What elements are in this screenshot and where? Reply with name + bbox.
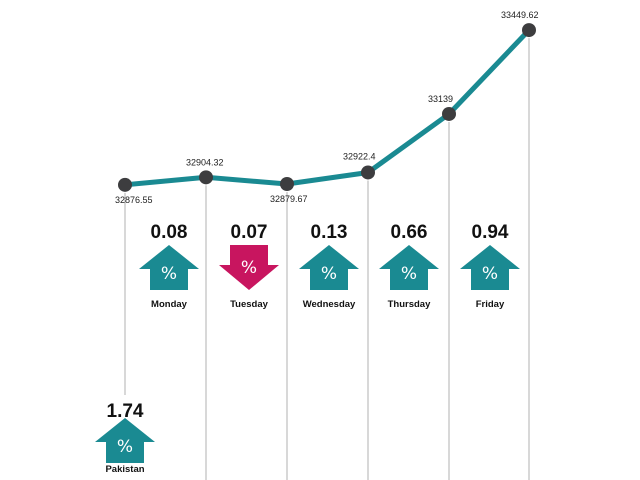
data-point-marker bbox=[199, 170, 213, 185]
change-arrow-group: % 0.08 Monday bbox=[139, 222, 199, 310]
percent-symbol: % bbox=[482, 264, 498, 284]
point-value-label: 33139 bbox=[428, 94, 453, 104]
point-value-label: 32922.4 bbox=[343, 151, 376, 161]
data-point-marker bbox=[522, 23, 536, 38]
change-arrow-group: % 0.94 Friday bbox=[460, 222, 520, 310]
change-value-label: 0.94 bbox=[472, 222, 509, 243]
change-arrow-group: % 0.66 Thursday bbox=[379, 222, 439, 310]
point-labels: 32876.55 32904.32 32879.67 32922.4 33139 3344… bbox=[115, 10, 539, 205]
up-arrow-icon bbox=[139, 245, 199, 290]
percent-symbol: % bbox=[117, 437, 133, 457]
change-value-label: 0.13 bbox=[311, 222, 348, 243]
down-arrow-icon bbox=[219, 245, 279, 290]
up-arrow-icon bbox=[299, 245, 359, 290]
up-arrow-icon bbox=[379, 245, 439, 290]
change-value-label: 1.74 bbox=[107, 401, 144, 422]
percent-symbol: % bbox=[241, 258, 257, 278]
data-point-marker bbox=[118, 177, 132, 192]
percent-symbol: % bbox=[321, 264, 337, 284]
change-arrows: % 1.74 Pakistan% 0.08 Monday% 0.07 Tuesday% 0.1… bbox=[95, 222, 520, 475]
day-label: Tuesday bbox=[230, 299, 269, 310]
change-value-label: 0.08 bbox=[151, 222, 188, 243]
day-label: Pakistan bbox=[105, 464, 144, 475]
percent-symbol: % bbox=[401, 264, 417, 284]
change-value-label: 0.66 bbox=[391, 222, 428, 243]
guide-lines bbox=[124, 38, 530, 480]
point-value-label: 32876.55 bbox=[115, 195, 153, 205]
change-arrow-group: % 1.74 Pakistan bbox=[95, 401, 155, 475]
day-label: Monday bbox=[151, 299, 188, 310]
day-label: Friday bbox=[476, 299, 505, 310]
change-arrow-group: % 0.07 Tuesday bbox=[219, 222, 279, 310]
day-label: Wednesday bbox=[303, 299, 356, 310]
change-arrow-group: % 0.13 Wednesday bbox=[299, 222, 359, 310]
change-value-label: 0.07 bbox=[231, 222, 268, 243]
data-point-marker bbox=[442, 106, 456, 121]
point-value-label: 32879.67 bbox=[270, 194, 308, 204]
up-arrow-icon bbox=[460, 245, 520, 290]
data-points bbox=[118, 23, 536, 192]
trend-line bbox=[122, 27, 532, 188]
data-point-marker bbox=[280, 176, 294, 191]
up-arrow-icon bbox=[95, 418, 155, 463]
day-label: Thursday bbox=[388, 299, 431, 310]
data-point-marker bbox=[361, 165, 375, 180]
point-value-label: 33449.62 bbox=[501, 10, 539, 20]
percent-symbol: % bbox=[161, 264, 177, 284]
point-value-label: 32904.32 bbox=[186, 157, 224, 167]
